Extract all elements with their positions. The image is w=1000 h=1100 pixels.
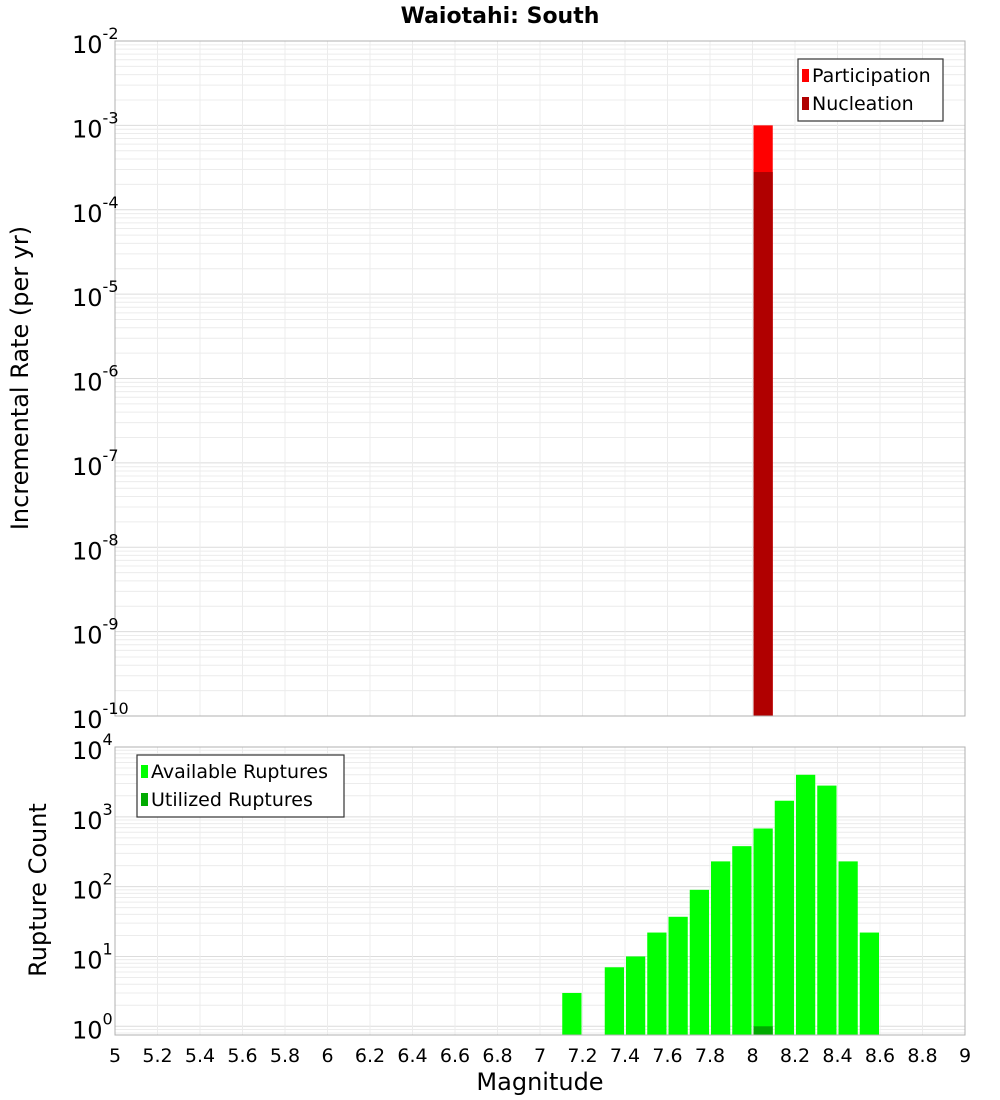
bottom-x-tick-label: 7.6 bbox=[652, 1045, 682, 1067]
bottom-x-tick-label: 8.6 bbox=[865, 1045, 895, 1067]
top-legend-swatch bbox=[802, 69, 809, 82]
bottom-y-tick-label: 100 bbox=[72, 1009, 113, 1044]
top-y-tick-label: 10-5 bbox=[72, 277, 119, 312]
top-legend-swatch bbox=[802, 97, 809, 110]
bottom-x-tick-label: 5.2 bbox=[142, 1045, 172, 1067]
bottom-legend-label: Available Ruptures bbox=[151, 761, 328, 783]
bottom-bar-available-ruptures bbox=[859, 932, 879, 1035]
bottom-x-tick-label: 7.8 bbox=[695, 1045, 725, 1067]
bottom-bar-available-ruptures bbox=[774, 800, 794, 1035]
bottom-bar-available-ruptures bbox=[711, 861, 731, 1035]
bottom-bar-available-ruptures bbox=[689, 889, 709, 1035]
bottom-bar-available-ruptures bbox=[668, 916, 688, 1035]
bottom-x-tick-label: 5.8 bbox=[270, 1045, 300, 1067]
bottom-x-tick-label: 5.4 bbox=[185, 1045, 215, 1067]
bottom-x-tick-label: 7.4 bbox=[610, 1045, 640, 1067]
bottom-bar-available-ruptures bbox=[838, 861, 858, 1035]
top-y-tick-label: 10-6 bbox=[72, 362, 119, 397]
top-legend-box bbox=[797, 58, 944, 122]
bottom-x-tick-label: 7 bbox=[534, 1045, 546, 1067]
top-y-tick-label: 10-9 bbox=[72, 615, 119, 650]
bottom-bar-available-ruptures bbox=[796, 774, 816, 1035]
bottom-x-tick-label: 6.2 bbox=[355, 1045, 385, 1067]
top-y-tick-label: 10-4 bbox=[72, 193, 119, 228]
bottom-x-tick-label: 7.2 bbox=[567, 1045, 597, 1067]
bottom-y-tick-label: 104 bbox=[72, 730, 113, 765]
bottom-bar-available-ruptures bbox=[817, 785, 837, 1035]
bottom-x-tick-label: 5.6 bbox=[227, 1045, 257, 1067]
bottom-bar-available-ruptures bbox=[732, 846, 752, 1035]
bottom-x-tick-label: 8.4 bbox=[822, 1045, 852, 1067]
bottom-bar-available-ruptures bbox=[562, 992, 582, 1035]
top-bar-nucleation bbox=[753, 172, 773, 716]
top-plot-frame bbox=[114, 40, 966, 717]
bottom-x-tick-label: 8.2 bbox=[780, 1045, 810, 1067]
top-y-axis-label: Incremental Rate (per yr) bbox=[6, 226, 34, 530]
bottom-plot-frame bbox=[114, 746, 966, 1036]
x-axis-label: Magnitude bbox=[476, 1068, 603, 1096]
top-legend-label: Participation bbox=[812, 65, 931, 87]
bottom-legend-box bbox=[136, 754, 345, 818]
bottom-bar-available-ruptures bbox=[604, 967, 624, 1035]
rupture-count-panel: 100 101 102 103 104 5 5.2 5.4 5.6 5.8 6 6.2 6.4 6.6 6.… bbox=[72, 730, 971, 1067]
bottom-y-tick-label: 102 bbox=[72, 870, 113, 905]
bottom-legend-swatch bbox=[141, 793, 148, 806]
bottom-legend-label: Utilized Ruptures bbox=[151, 789, 313, 811]
bottom-bar-available-ruptures bbox=[753, 828, 773, 1035]
top-y-tick-label: 10-10 bbox=[72, 699, 129, 734]
top-legend-label: Nucleation bbox=[812, 93, 914, 115]
bottom-x-tick-label: 9 bbox=[959, 1045, 971, 1067]
chart-title: Waiotahi: South bbox=[401, 4, 600, 29]
top-y-tick-label: 10-7 bbox=[72, 446, 119, 481]
bottom-bar-utilized-ruptures bbox=[753, 1026, 773, 1035]
bottom-bar-available-ruptures bbox=[647, 932, 667, 1035]
bottom-x-tick-label: 6 bbox=[321, 1045, 333, 1067]
bottom-x-tick-label: 5 bbox=[109, 1045, 121, 1067]
top-y-tick-label: 10-3 bbox=[72, 108, 119, 143]
bottom-y-axis-label: Rupture Count bbox=[24, 803, 52, 977]
rate-panel: 10-10 10-9 10-8 10-7 10-6 10-5 10-4 10-3 10-2 Par… bbox=[72, 24, 966, 734]
bottom-x-tick-label: 8 bbox=[746, 1045, 758, 1067]
bottom-x-tick-label: 8.8 bbox=[907, 1045, 937, 1067]
top-y-tick-label: 10-8 bbox=[72, 530, 119, 565]
bottom-x-tick-label: 6.8 bbox=[482, 1045, 512, 1067]
bottom-bar-available-ruptures bbox=[626, 956, 646, 1035]
bottom-x-tick-label: 6.6 bbox=[440, 1045, 470, 1067]
bottom-legend-swatch bbox=[141, 765, 148, 778]
bottom-y-tick-label: 103 bbox=[72, 800, 113, 835]
bottom-x-tick-label: 6.4 bbox=[397, 1045, 427, 1067]
top-y-tick-label: 10-2 bbox=[72, 24, 119, 59]
bottom-y-tick-label: 101 bbox=[72, 939, 113, 974]
